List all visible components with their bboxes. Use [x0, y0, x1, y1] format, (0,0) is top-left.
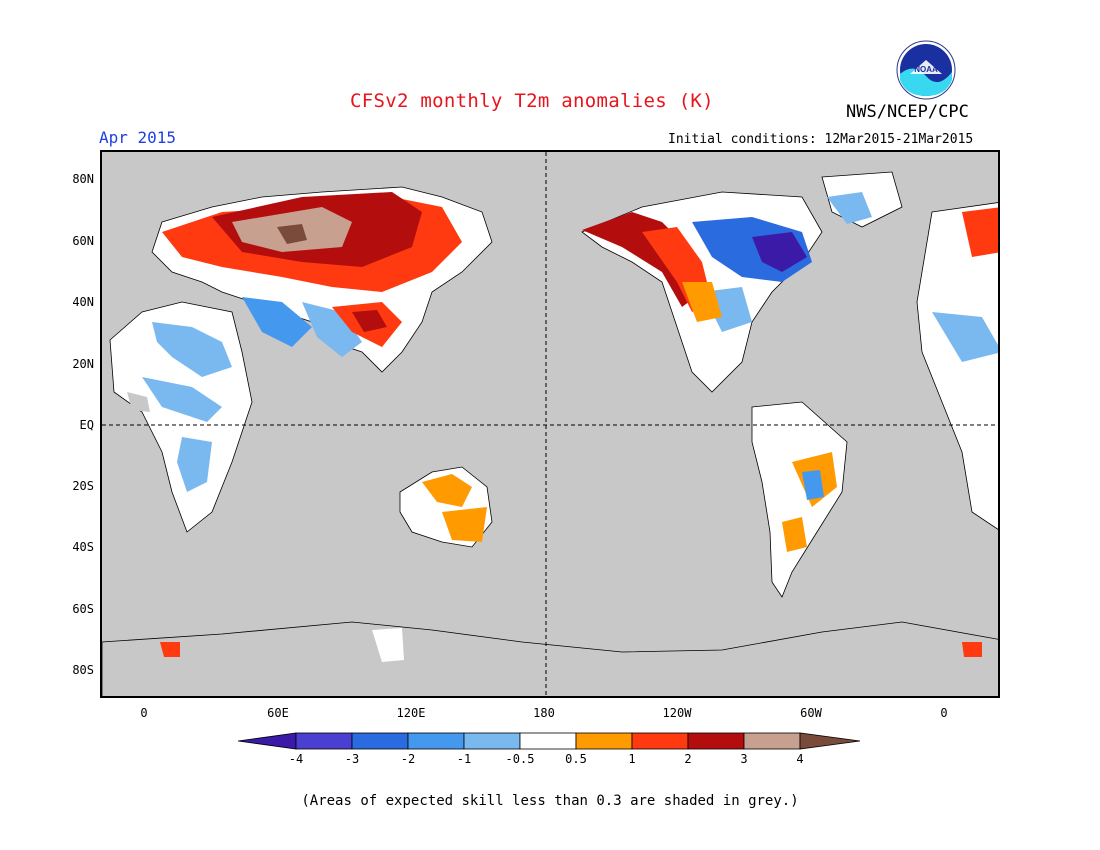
colorbar-label: -4 [288, 752, 304, 766]
south-america-landmass [751, 401, 848, 598]
logo-text: NOAA [914, 65, 938, 74]
colorbar [238, 732, 861, 750]
footnote: (Areas of expected skill less than 0.3 a… [301, 793, 799, 809]
africa-landmass [109, 301, 253, 533]
colorbar-label: 3 [740, 752, 748, 766]
colorbar-swatch [519, 732, 577, 750]
lat-label: 40N [72, 295, 94, 309]
colorbar-swatch [407, 732, 465, 750]
colorbar-swatch [575, 732, 633, 750]
colorbar-label: -3 [344, 752, 360, 766]
lat-label: EQ [79, 418, 94, 432]
lat-label: 80S [72, 663, 94, 677]
colorbar-left-arrow [238, 732, 297, 750]
colorbar-label: 1 [628, 752, 636, 766]
lon-label: 0 [140, 706, 148, 720]
colorbar-swatch [351, 732, 409, 750]
australia-landmass [399, 466, 493, 548]
lat-label: 20S [72, 479, 94, 493]
colorbar-label: -1 [456, 752, 472, 766]
lon-label: 120W [662, 706, 692, 720]
lon-label: 0 [940, 706, 948, 720]
colorbar-swatch [295, 732, 353, 750]
colorbar-label: -0.5 [505, 752, 535, 766]
world-map [102, 152, 998, 696]
lon-label: 60W [800, 706, 822, 720]
organization-label: NWS/NCEP/CPC [846, 102, 969, 122]
lat-label: 40S [72, 540, 94, 554]
wrap-landmass [916, 202, 998, 530]
colorbar-label: 4 [796, 752, 804, 766]
colorbar-label: -2 [400, 752, 416, 766]
lat-label: 20N [72, 357, 94, 371]
map-title: CFSv2 monthly T2m anomalies (K) [350, 90, 714, 112]
lat-label: 60S [72, 602, 94, 616]
lat-label: 80N [72, 172, 94, 186]
noaa-logo: NOAA [896, 40, 956, 100]
colorbar-swatch [631, 732, 689, 750]
valid-month: Apr 2015 [99, 128, 177, 147]
north-america-landmass [581, 171, 903, 393]
colorbar-swatch [687, 732, 745, 750]
lon-label: 60E [267, 706, 289, 720]
lon-label: 120E [396, 706, 426, 720]
colorbar-label: 0.5 [565, 752, 587, 766]
map-frame [100, 150, 1000, 698]
colorbar-label: 2 [684, 752, 692, 766]
colorbar-right-arrow [799, 732, 861, 750]
eurasia-landmass [122, 186, 493, 373]
antarctica-landmass [102, 621, 998, 696]
lon-label: 180 [533, 706, 555, 720]
colorbar-swatch [463, 732, 521, 750]
initial-conditions: Initial conditions: 12Mar2015-21Mar2015 [668, 132, 974, 147]
colorbar-swatch [743, 732, 801, 750]
lat-label: 60N [72, 234, 94, 248]
